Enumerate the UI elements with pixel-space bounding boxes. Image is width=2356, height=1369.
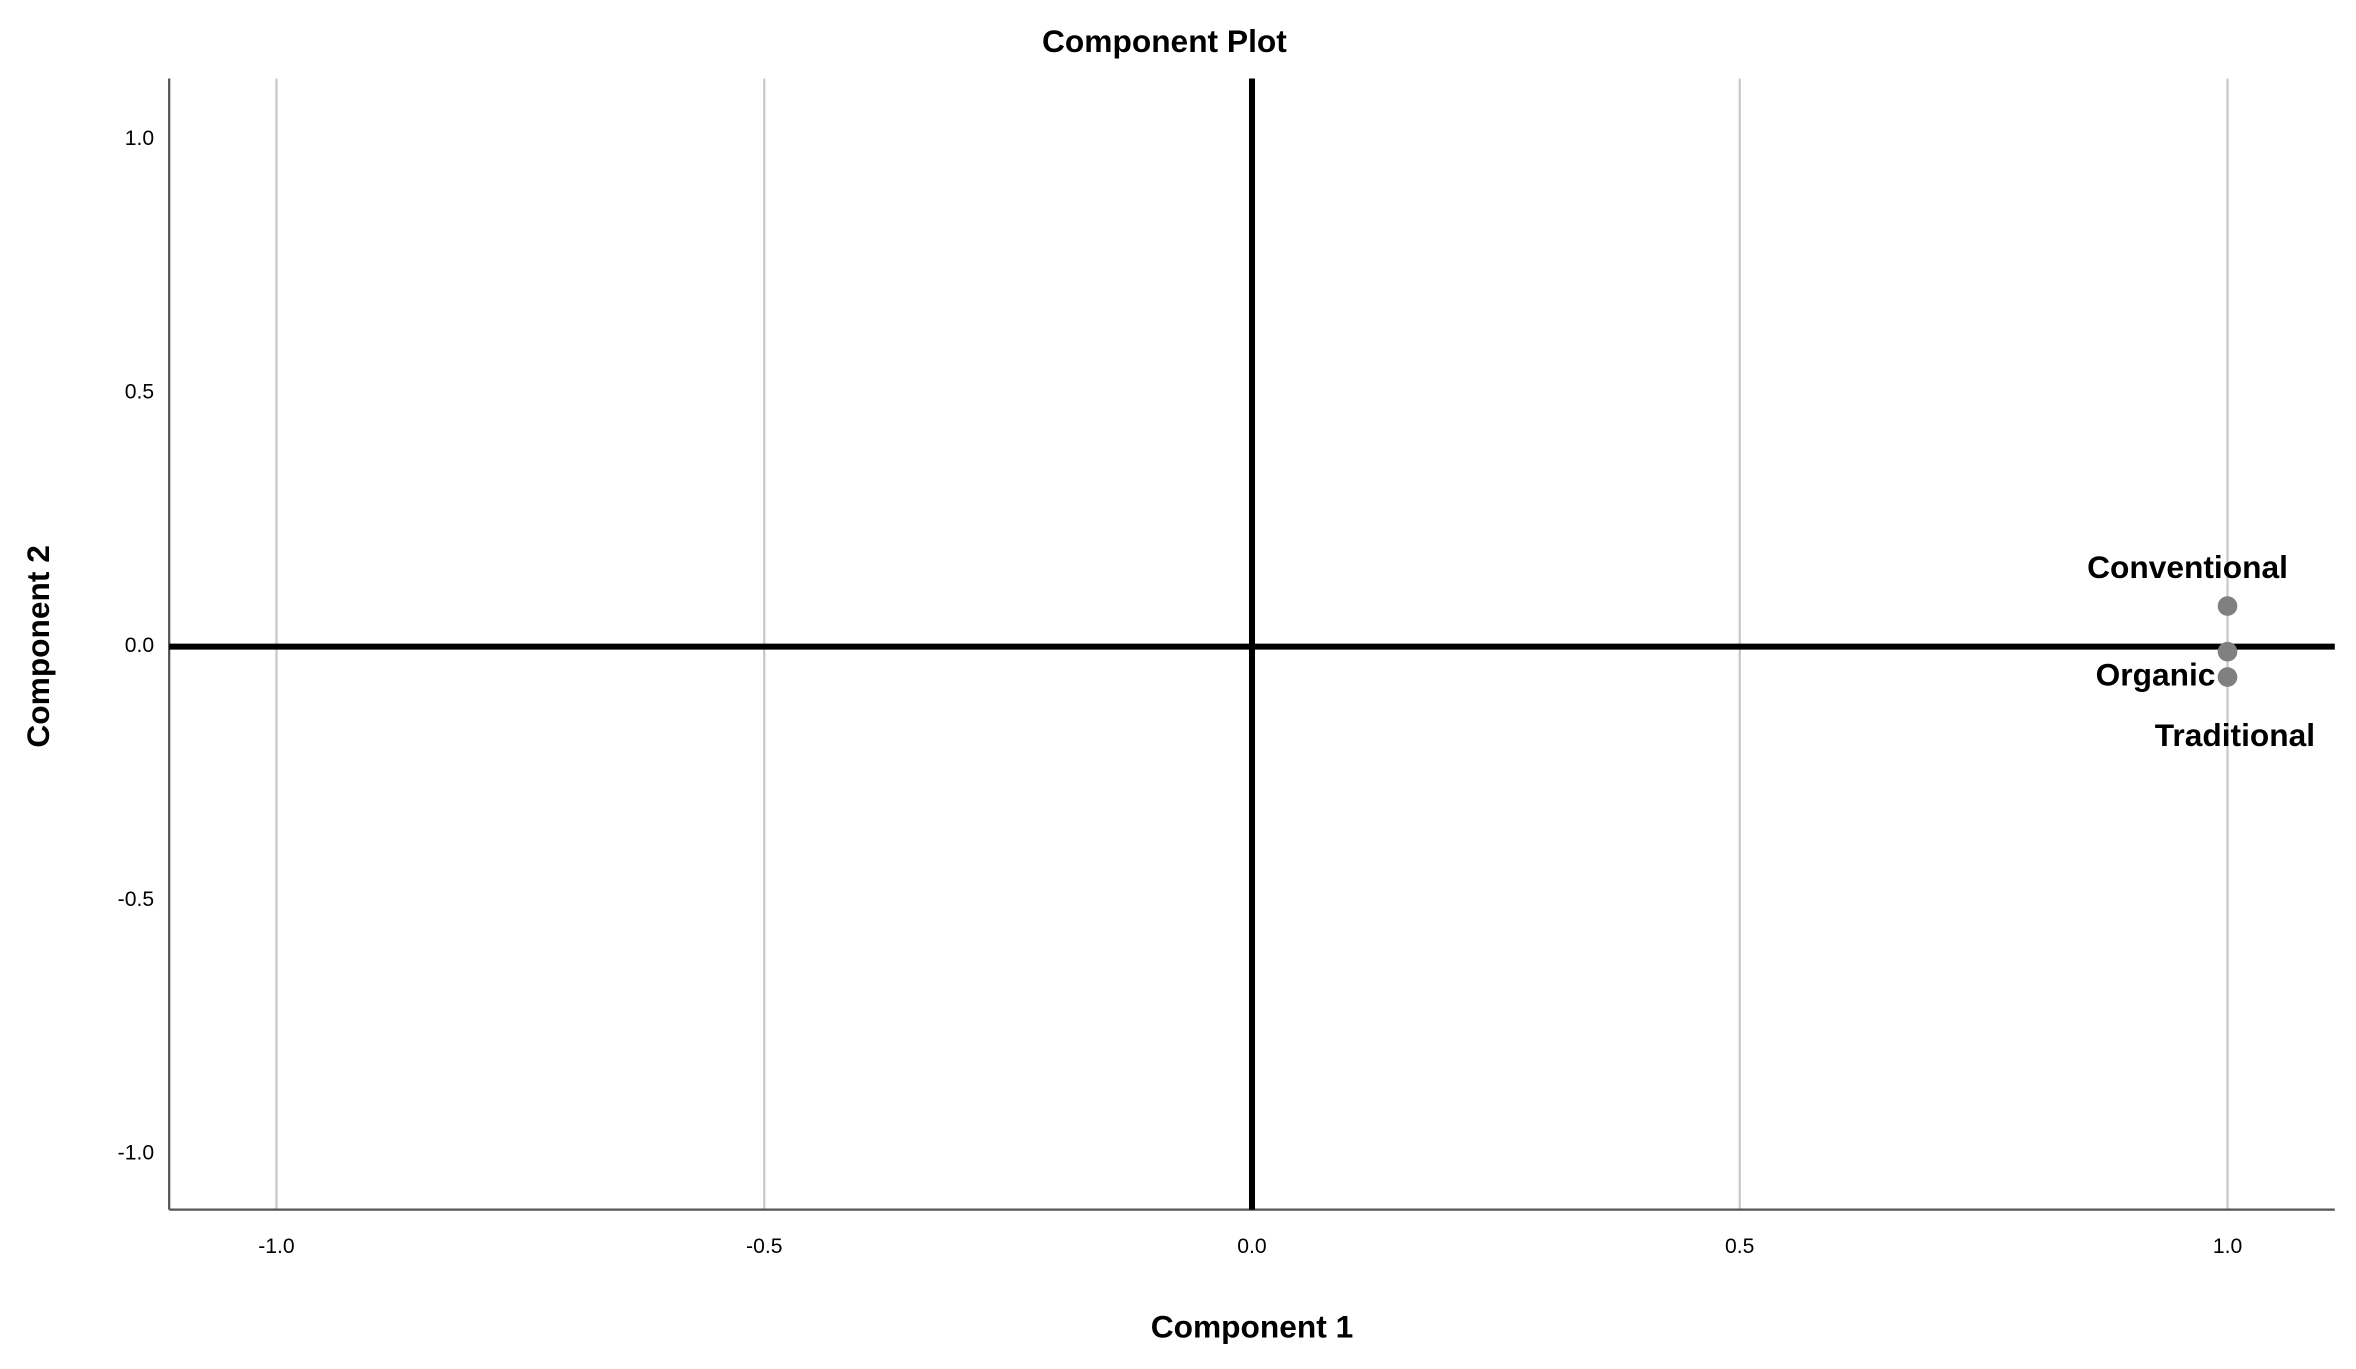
y-tick-label: -0.5 <box>118 888 154 911</box>
x-tick-label: 1.0 <box>2213 1235 2242 1258</box>
y-tick-label: 0.5 <box>125 381 154 404</box>
x-tick-label: 0.5 <box>1725 1235 1754 1258</box>
point <box>2217 667 2238 687</box>
x-axis-title: Component 1 <box>1151 1308 1354 1344</box>
y-tick-label: 1.0 <box>125 127 154 150</box>
point-label: Organic <box>2096 656 2216 692</box>
point-label: Conventional <box>2087 549 2288 585</box>
x-tick-label: 0.0 <box>1237 1235 1266 1258</box>
point <box>2217 641 2238 662</box>
x-tick-label: -1.0 <box>258 1235 294 1258</box>
chart-title: Component Plot <box>1042 23 1287 59</box>
y-tick-label: -1.0 <box>118 1141 154 1164</box>
point <box>2217 596 2238 616</box>
point-label: Traditional <box>2155 717 2315 753</box>
x-tick-label: -0.5 <box>746 1235 782 1258</box>
y-tick-label: 0.0 <box>125 634 154 657</box>
y-axis-title: Component 2 <box>20 545 56 748</box>
